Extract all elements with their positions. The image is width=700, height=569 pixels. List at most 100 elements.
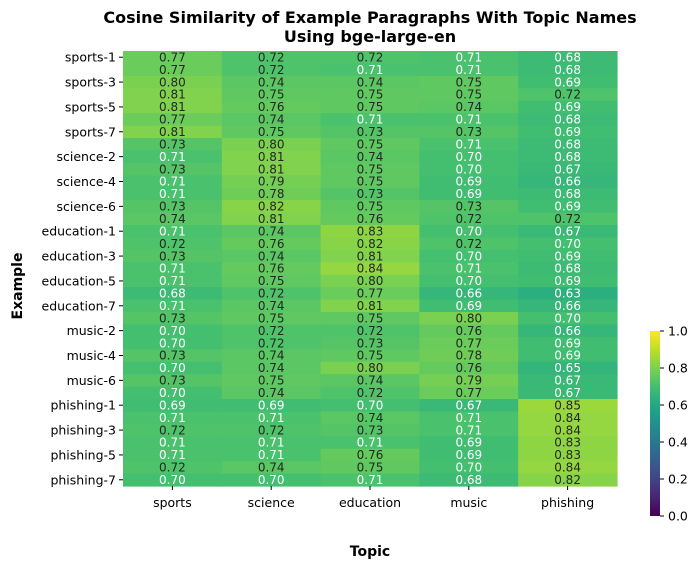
- heatmap-cell: [419, 113, 519, 127]
- y-tick-label: sports-5: [65, 99, 116, 114]
- heatmap-cell: [518, 399, 618, 413]
- y-tick-label: music-2: [67, 323, 116, 338]
- heatmap-cell: [320, 113, 420, 127]
- heatmap-cell: [419, 386, 519, 400]
- cell-value-label: 0.66: [554, 299, 581, 313]
- heatmap-cell: [419, 336, 519, 350]
- heatmap-cell: [320, 175, 420, 189]
- cell-value-label: 0.82: [554, 473, 581, 487]
- cell-value-label: 0.76: [455, 361, 482, 375]
- heatmap-cell: [123, 299, 223, 313]
- cell-value-label: 0.74: [258, 75, 285, 89]
- cell-value-label: 0.71: [455, 63, 482, 77]
- heatmap-cell: [518, 88, 618, 102]
- heatmap-cell: [419, 423, 519, 437]
- cell-value-label: 0.69: [554, 200, 581, 214]
- heatmap-cell: [320, 336, 420, 350]
- heatmap-cell: [320, 187, 420, 201]
- y-tick-label: sports-3: [65, 75, 116, 90]
- cell-value-label: 0.77: [159, 50, 186, 64]
- heatmap-cell: [221, 212, 322, 226]
- heatmap-cell: [419, 299, 519, 313]
- heatmap-cell: [123, 150, 223, 164]
- cell-value-label: 0.77: [159, 63, 186, 77]
- heatmap-cell: [221, 349, 322, 363]
- cell-value-label: 0.71: [159, 274, 186, 288]
- heatmap-cell: [320, 262, 420, 276]
- x-tick-label: education: [339, 495, 401, 510]
- heatmap-cell: [518, 361, 618, 375]
- cell-value-label: 0.83: [554, 436, 581, 450]
- heatmap-cell: [221, 237, 322, 251]
- heatmap-cell: [320, 287, 420, 301]
- heatmap-cell: [221, 473, 322, 487]
- heatmap-cell: [518, 299, 618, 313]
- chart-title: Cosine Similarity of Example Paragraphs …: [103, 8, 637, 27]
- cell-value-label: 0.81: [159, 100, 186, 114]
- heatmap-cell: [419, 249, 519, 263]
- y-tick-label: phishing-3: [50, 423, 116, 438]
- heatmap-cells: [123, 51, 618, 487]
- heatmap-cell: [518, 262, 618, 276]
- heatmap-cell: [221, 274, 322, 288]
- cell-value-label: 0.70: [357, 398, 384, 412]
- heatmap-cell: [320, 361, 420, 375]
- heatmap-cell: [518, 249, 618, 263]
- colorbar: [650, 331, 660, 516]
- heatmap-cell: [221, 100, 322, 114]
- cell-value-label: 0.72: [455, 212, 482, 226]
- heatmap-cell: [123, 336, 223, 350]
- cell-value-label: 0.71: [455, 137, 482, 151]
- colorbar-tick-label: 0.0: [668, 509, 688, 524]
- cell-value-label: 0.68: [159, 287, 186, 301]
- heatmap-cell: [221, 225, 322, 239]
- heatmap-cell: [419, 138, 519, 152]
- cell-value-label: 0.70: [554, 311, 581, 325]
- y-tick-label: science-6: [57, 199, 117, 214]
- heatmap-cell: [221, 361, 322, 375]
- heatmap-cell: [320, 386, 420, 400]
- cell-value-label: 0.74: [258, 299, 285, 313]
- heatmap-cell: [320, 75, 420, 89]
- cell-value-label: 0.78: [258, 187, 285, 201]
- cell-value-label: 0.71: [455, 113, 482, 127]
- heatmap-cell: [518, 386, 618, 400]
- heatmap-cell: [221, 312, 322, 326]
- heatmap-cell: [221, 299, 322, 313]
- cell-value-label: 0.67: [554, 224, 581, 238]
- cell-value-label: 0.69: [554, 100, 581, 114]
- y-tick-label: education-1: [42, 224, 117, 239]
- cell-value-label: 0.68: [455, 473, 482, 487]
- heatmap-cell: [518, 237, 618, 251]
- y-tick-label: sports-1: [65, 50, 116, 65]
- heatmap-cell: [518, 411, 618, 425]
- cell-value-label: 0.81: [258, 150, 285, 164]
- heatmap-cell: [518, 324, 618, 338]
- cell-value-label: 0.71: [357, 113, 384, 127]
- x-tick-label: phishing: [541, 495, 594, 510]
- cell-value-label: 0.71: [455, 411, 482, 425]
- heatmap-cell: [123, 312, 223, 326]
- heatmap-cell: [419, 287, 519, 301]
- cell-value-label: 0.75: [258, 125, 285, 139]
- cell-value-label: 0.75: [357, 200, 384, 214]
- cell-value-label: 0.71: [258, 448, 285, 462]
- heatmap-cell: [221, 461, 322, 475]
- cell-value-label: 0.77: [159, 113, 186, 127]
- cell-value-label: 0.71: [159, 299, 186, 313]
- y-tick-label: education-5: [42, 273, 117, 288]
- cell-value-label: 0.70: [455, 249, 482, 263]
- cell-value-label: 0.72: [357, 50, 384, 64]
- cell-value-label: 0.72: [258, 287, 285, 301]
- cell-value-label: 0.77: [357, 287, 384, 301]
- heatmap-cell: [419, 187, 519, 201]
- cell-value-label: 0.75: [357, 175, 384, 189]
- heatmap-cell: [221, 411, 322, 425]
- cell-value-label: 0.69: [554, 274, 581, 288]
- cell-value-label: 0.68: [554, 262, 581, 276]
- cell-value-label: 0.73: [159, 162, 186, 176]
- cell-value-label: 0.69: [455, 187, 482, 201]
- heatmap-cell: [123, 473, 223, 487]
- heatmap-cell: [221, 262, 322, 276]
- heatmap-cell: [320, 411, 420, 425]
